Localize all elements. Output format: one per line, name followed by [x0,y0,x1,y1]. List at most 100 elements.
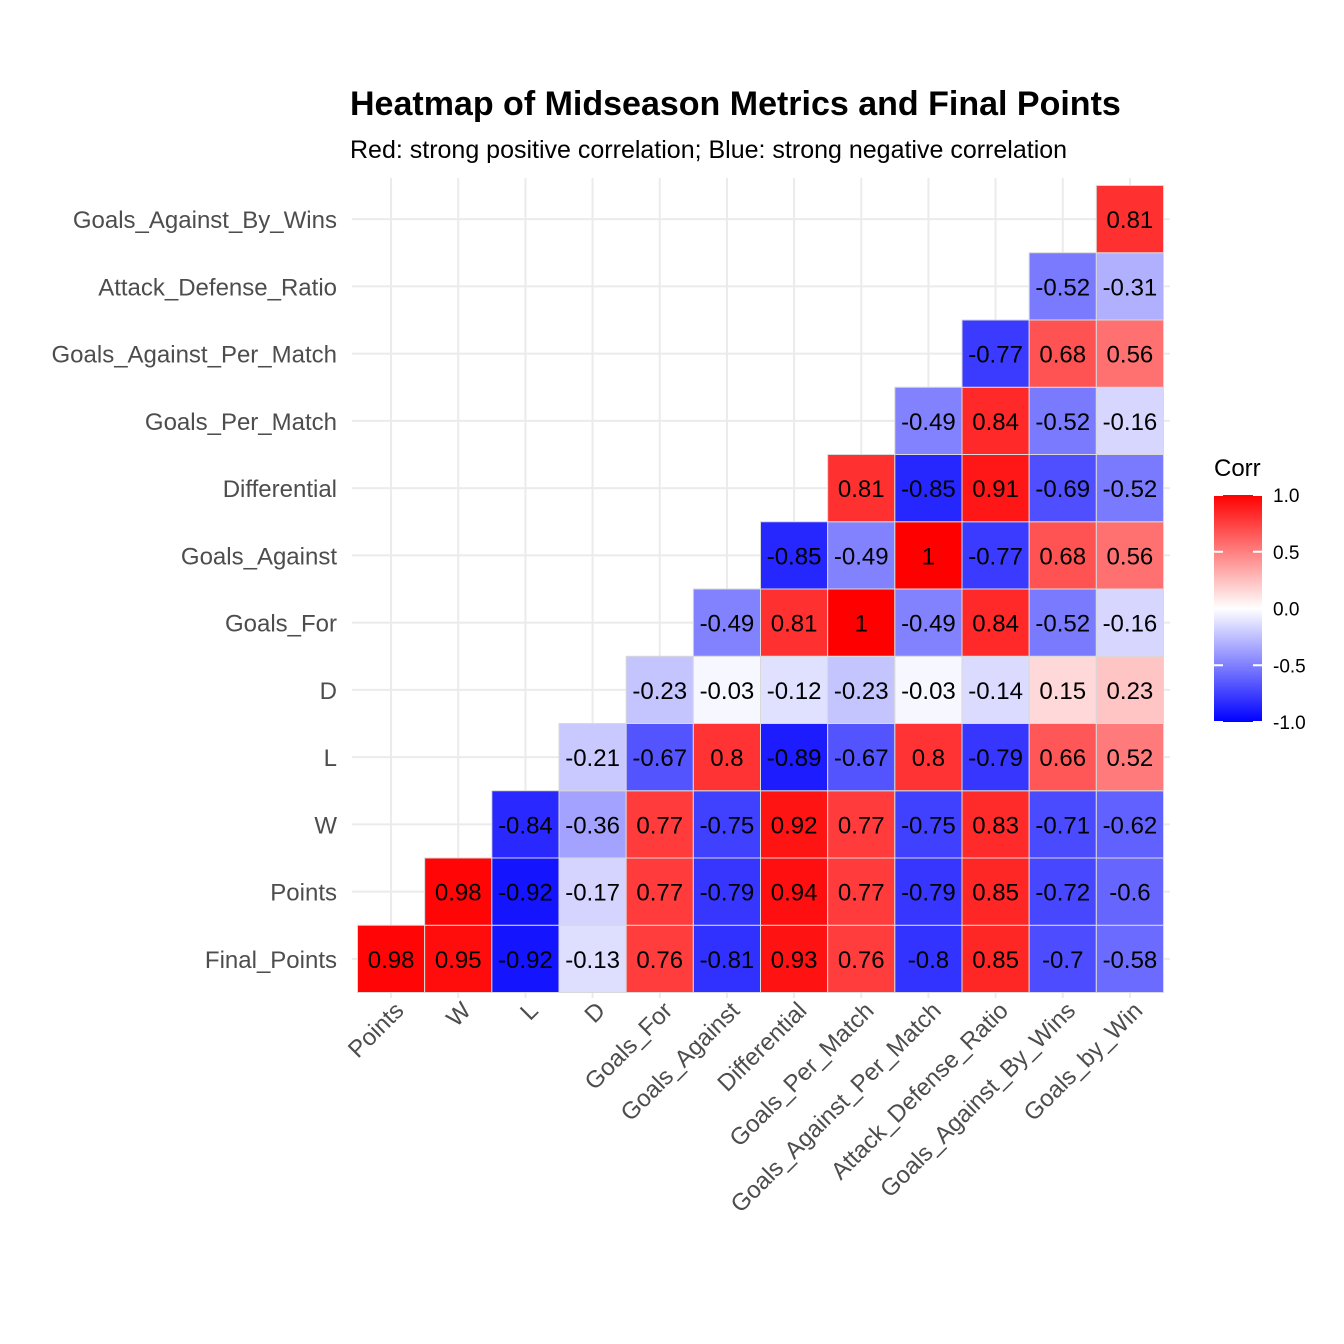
cell-value-label: 0.56 [1107,543,1154,570]
cell-value-label: -0.67 [834,745,889,772]
cell-value-label: -0.79 [700,880,755,907]
heatmap-cell [760,857,829,926]
heatmap-cell [1028,790,1097,859]
heatmap-cell [961,723,1030,792]
cell-value-label: 0.84 [972,409,1019,436]
heatmap-cells [357,185,1165,993]
heatmap-cell [827,924,896,993]
cell-value-label: -0.49 [901,409,956,436]
cell-value-label: 0.93 [771,947,818,974]
heatmap-cell [692,723,761,792]
heatmap-cell [961,319,1030,388]
x-tick-label: W [441,997,476,1032]
cell-value-label: -0.77 [968,543,1023,570]
cell-value-label: -0.72 [1035,880,1090,907]
heatmap-cell [1028,723,1097,792]
cell-value-label: -0.14 [968,678,1023,705]
heatmap-cell [1095,924,1165,993]
heatmap-cell [625,655,694,724]
heatmap-cell [894,924,963,993]
cell-value-label: -0.21 [565,745,620,772]
cell-value-label: 0.83 [972,812,1019,839]
heatmap-cell [1028,386,1097,455]
x-tick-label: Points [343,997,409,1063]
cell-value-label: 0.81 [838,476,885,503]
y-axis-tick-labels: Final_Points Points W L D Goals_For Goals_Agai… [52,207,338,974]
heatmap-cell [827,655,896,724]
cell-value-label: -0.17 [565,880,620,907]
heatmap-cell [827,790,896,859]
cell-value-label: 0.84 [972,611,1019,638]
heatmap-cell [1028,655,1097,724]
heatmap-cell [1095,790,1165,859]
cell-value-label: 0.15 [1039,678,1086,705]
cell-value-label: -0.89 [767,745,822,772]
heatmap-cell [760,790,829,859]
y-tick-label: Points [270,880,337,907]
cell-value-label: 0.98 [435,880,482,907]
heatmap-cell [558,723,627,792]
heatmap-cell [894,723,963,792]
heatmap-cell [1095,252,1165,321]
cell-value-label: 0.77 [838,812,885,839]
heatmap-cell [760,655,829,724]
cell-value-label: 0.81 [771,611,818,638]
cell-value-label: 0.92 [771,812,818,839]
cell-value-label: 0.8 [912,745,945,772]
heatmap-cell [827,454,896,523]
cell-value-label: -0.67 [632,745,687,772]
heatmap-cell [961,454,1030,523]
heatmap-cell [894,857,963,926]
cell-value-label: -0.49 [834,543,889,570]
heatmap-cell [827,723,896,792]
cell-value-label: 0.77 [838,880,885,907]
cell-value-label: -0.85 [901,476,956,503]
cell-value-label: -0.62 [1103,812,1158,839]
cell-value-label: -0.79 [968,745,1023,772]
heatmap-cell [760,588,829,657]
y-tick-label: Goals_Against [181,543,337,570]
cell-value-label: 0.85 [972,880,1019,907]
cell-value-label: -0.52 [1035,274,1090,301]
cell-value-label: -0.49 [901,611,956,638]
cell-value-label: -0.23 [834,678,889,705]
y-tick-label: Differential [223,476,337,503]
chart-subtitle: Red: strong positive correlation; Blue: … [350,136,1067,164]
y-tick-label: Goals_Against_Per_Match [52,342,338,369]
heatmap-cell [1028,588,1097,657]
cell-value-label: -0.71 [1035,812,1090,839]
cell-value-label: -0.8 [908,947,949,974]
legend-tick-label: -1.0 [1273,713,1306,734]
cell-value-label: -0.52 [1035,611,1090,638]
heatmap-cell [1095,588,1165,657]
cell-labels: 0.98 0.95 -0.92 -0.13 0.76 -0.81 0.93 0.76 -0.8 0… [368,207,1158,974]
heatmap-cell [1095,319,1165,388]
chart-title: Heatmap of Midseason Metrics and Final P… [350,85,1121,123]
x-tick-label: Goals_by_Win [1019,997,1148,1126]
y-tick-label: Final_Points [205,947,337,974]
heatmap-cell [961,857,1030,926]
heatmap-cell [692,857,761,926]
legend-tick-label: -0.5 [1273,656,1306,677]
cell-value-label: 0.91 [972,476,1019,503]
cell-value-label: 1 [922,543,935,570]
cell-value-label: -0.7 [1042,947,1083,974]
heatmap-cell [760,521,829,590]
cell-value-label: -0.12 [767,678,822,705]
cell-value-label: -0.85 [767,543,822,570]
cell-value-label: 0.52 [1107,745,1154,772]
x-tick-label: D [579,997,610,1028]
heatmap-cell [894,588,963,657]
cell-value-label: 0.66 [1039,745,1086,772]
cell-value-label: -0.03 [901,678,956,705]
cell-value-label: -0.58 [1103,947,1158,974]
cell-value-label: -0.6 [1109,880,1150,907]
cell-value-label: 0.77 [636,812,683,839]
cell-value-label: -0.75 [901,812,956,839]
heatmap-cell [1028,454,1097,523]
cell-value-label: -0.52 [1103,476,1158,503]
cell-value-label: -0.31 [1103,274,1158,301]
cell-value-label: 0.8 [710,745,743,772]
heatmap-cell [894,521,963,590]
